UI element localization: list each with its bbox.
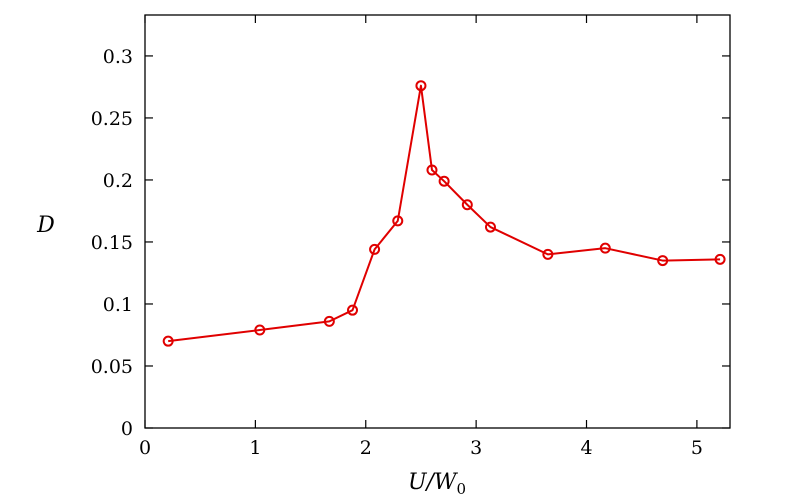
data-point (438, 175, 450, 187)
y-tick-label: 0 (121, 418, 133, 440)
data-point (369, 243, 381, 255)
y-axis-label: D (36, 213, 55, 238)
data-point (162, 335, 174, 347)
data-point (323, 315, 335, 327)
x-tick-label: 0 (139, 437, 151, 459)
y-tick-label: 0.2 (103, 170, 133, 192)
y-tick-label: 0.3 (103, 46, 133, 68)
series-layer (162, 80, 726, 347)
data-point (426, 164, 438, 176)
x-axis-label-main: U/W (408, 470, 459, 495)
data-point (415, 80, 427, 92)
x-tick-label: 4 (580, 437, 592, 459)
y-tick-label: 0.15 (91, 232, 133, 254)
data-point (714, 253, 726, 265)
y-tick-label: 0.25 (91, 108, 133, 130)
x-tick-label: 2 (360, 437, 372, 459)
y-tick-label: 0.1 (103, 294, 133, 316)
data-point (657, 255, 669, 267)
plot-frame (144, 14, 731, 429)
data-point (599, 242, 611, 254)
x-axis-label: U/W0 (408, 470, 466, 498)
data-point (542, 248, 554, 260)
axis-ticks (144, 15, 730, 429)
tick-labels: 0 0.05 0.1 0.15 0.2 0.25 0.3 0 1 2 3 4 5 (91, 46, 703, 459)
data-point (461, 199, 473, 211)
y-tick-label: 0.05 (91, 356, 133, 378)
data-point (254, 324, 266, 336)
data-point (484, 221, 496, 233)
x-axis-label-subscript: 0 (457, 480, 467, 498)
x-tick-label: 1 (249, 437, 261, 459)
x-tick-label: 5 (691, 437, 703, 459)
data-point (347, 304, 359, 316)
x-tick-label: 3 (470, 437, 482, 459)
data-point (392, 215, 404, 227)
series-line (168, 84, 721, 343)
